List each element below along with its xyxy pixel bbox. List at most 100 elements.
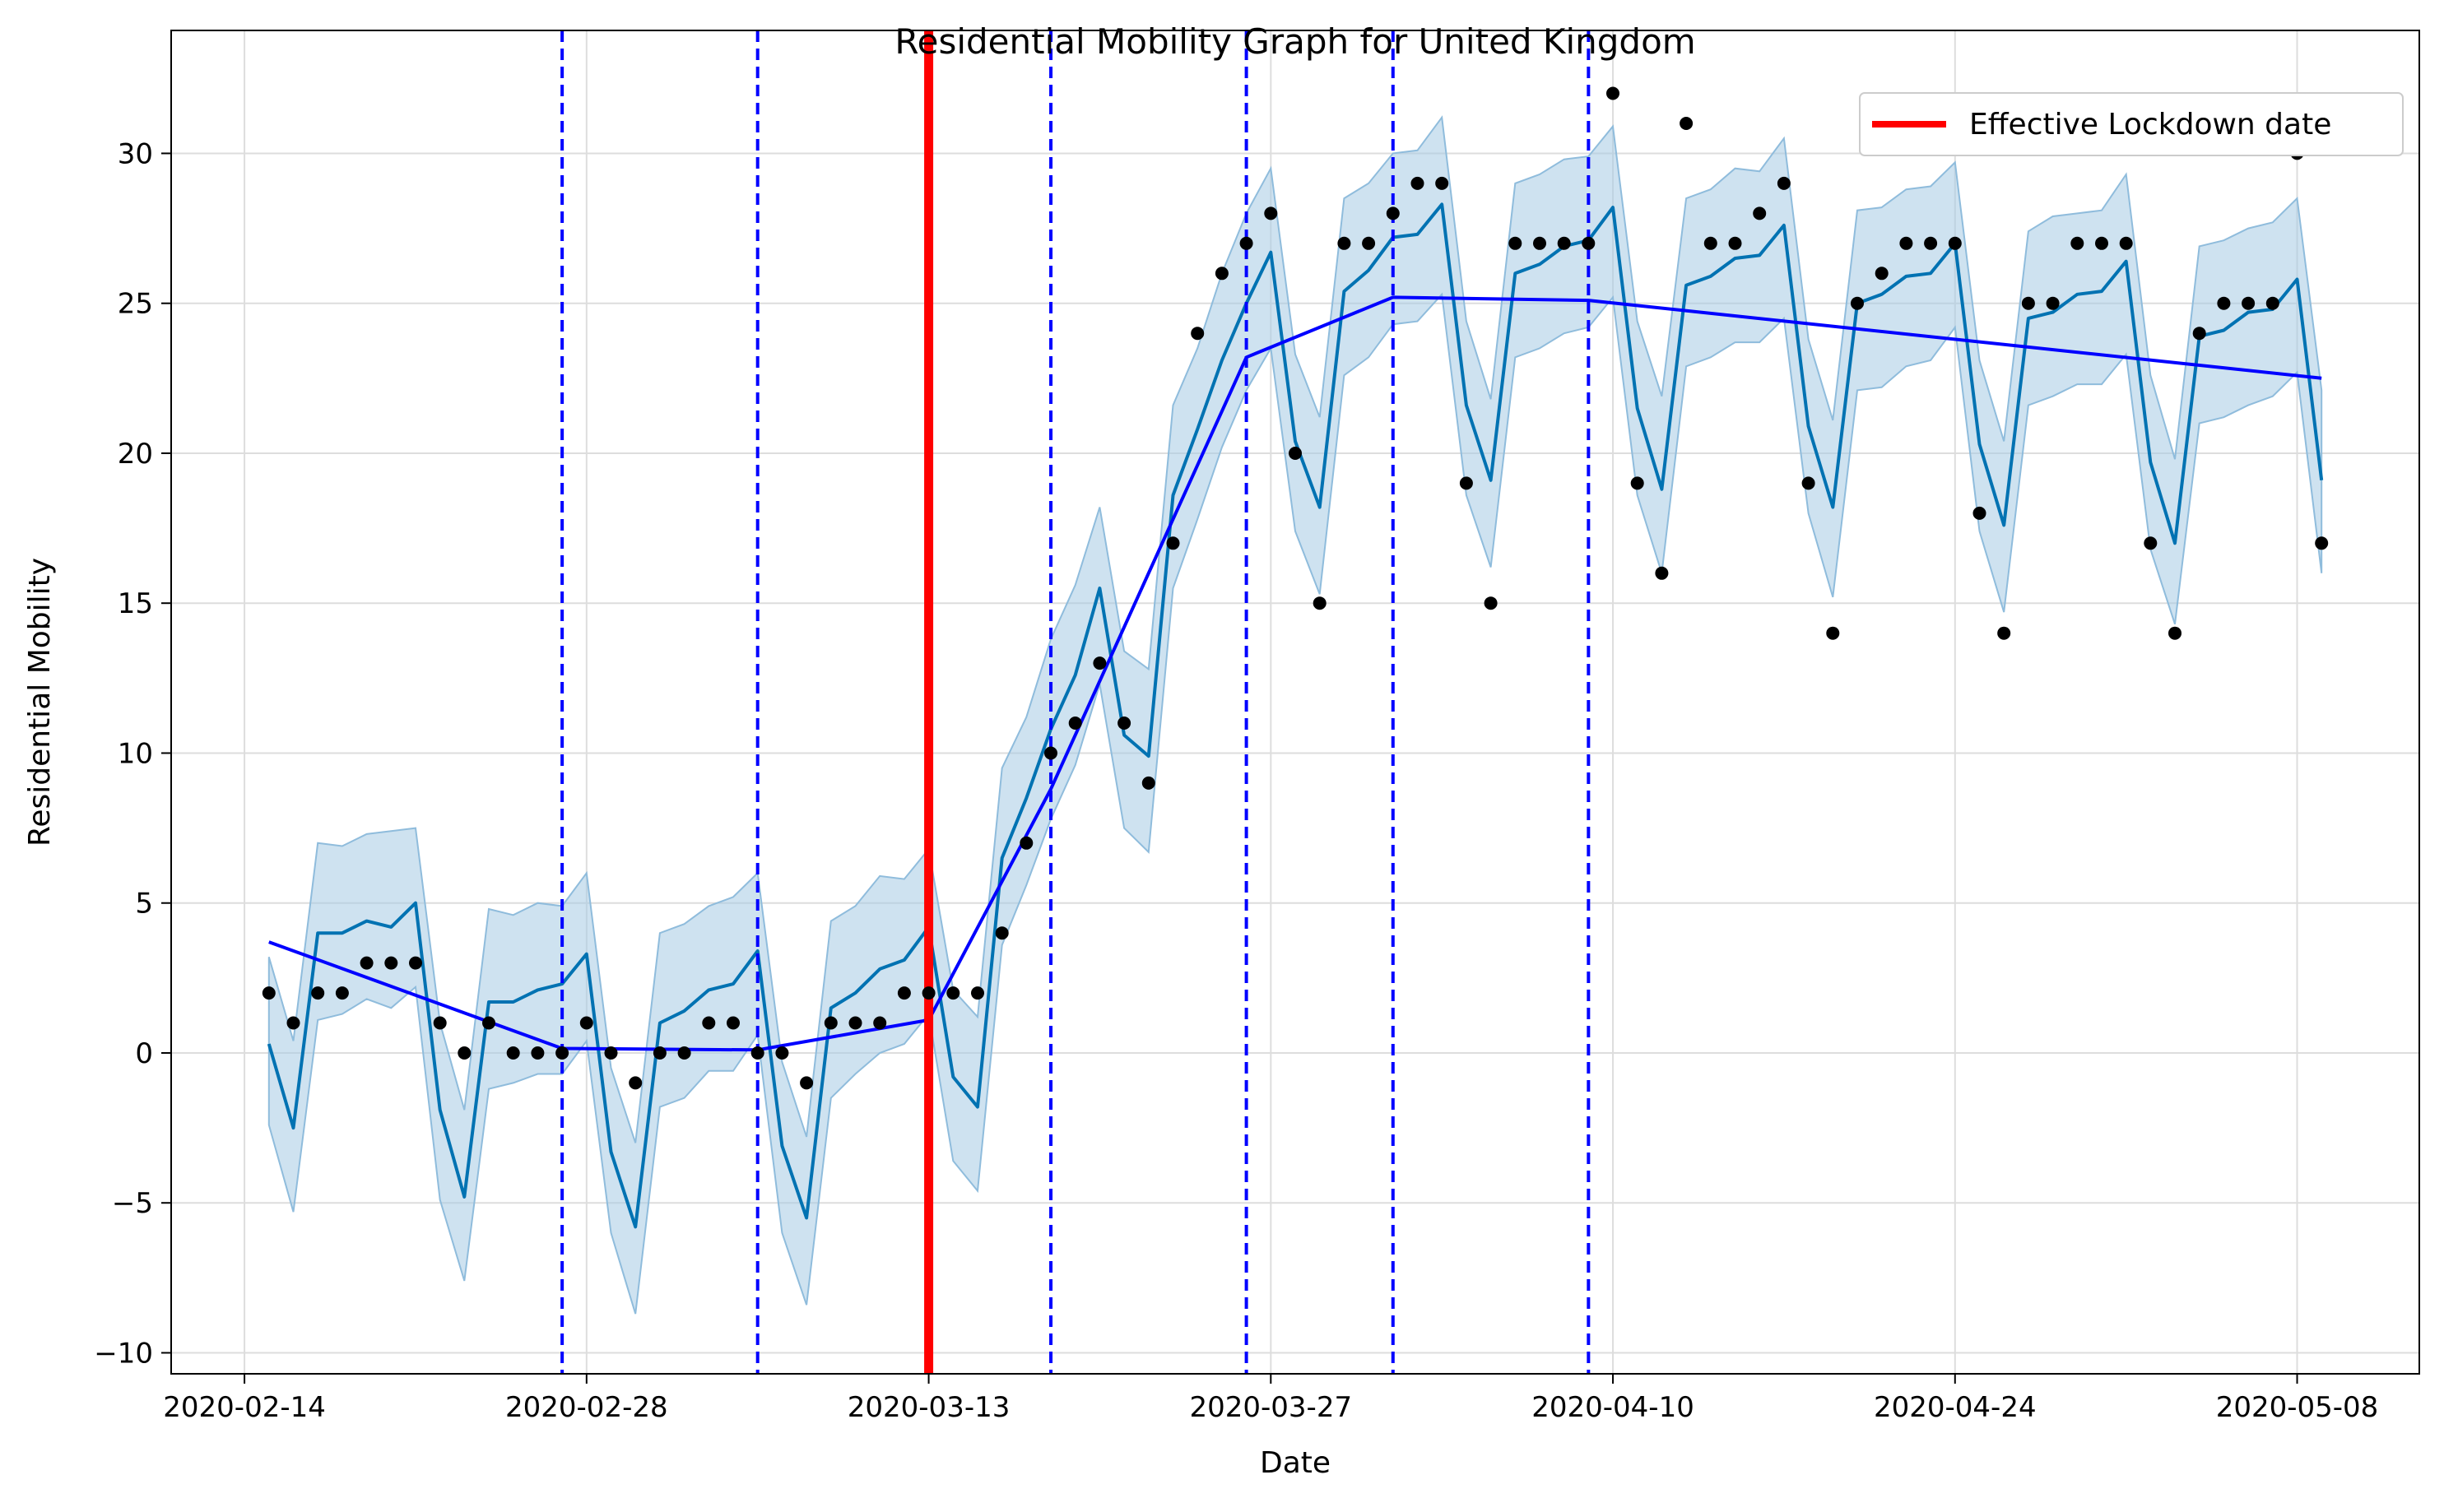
observed-point	[2168, 626, 2181, 640]
observed-point	[1362, 236, 1376, 250]
observed-point	[2315, 536, 2329, 550]
observed-point	[2144, 536, 2158, 550]
observed-point	[1410, 176, 1424, 190]
x-tick-label: 2020-04-10	[1531, 1391, 1694, 1424]
observed-point	[1313, 596, 1327, 610]
observed-point	[506, 1046, 520, 1060]
observed-point	[360, 956, 374, 970]
observed-point	[458, 1046, 472, 1060]
observed-point	[262, 986, 276, 1000]
observed-point	[1851, 296, 1864, 310]
observed-point	[482, 1016, 495, 1030]
observed-point	[824, 1016, 838, 1030]
forecast-line	[267, 202, 2324, 1229]
x-tick-label: 2020-03-27	[1190, 1391, 1353, 1424]
series-lines	[267, 202, 2324, 1229]
observed-point	[1508, 236, 1522, 250]
observed-point	[897, 986, 911, 1000]
changepoint-lines	[560, 30, 1591, 1374]
observed-point	[971, 986, 984, 1000]
observed-point	[727, 1016, 740, 1030]
observed-point	[1703, 236, 1717, 250]
observed-point	[2265, 296, 2279, 310]
observed-point	[531, 1046, 545, 1060]
chart-title: Residential Mobility Graph for United Ki…	[894, 21, 1695, 62]
observed-point	[2192, 327, 2206, 341]
observed-point	[1680, 117, 1694, 130]
observed-point	[1753, 206, 1767, 220]
observed-point	[1655, 566, 1669, 580]
observed-point	[653, 1046, 667, 1060]
observed-point	[1264, 206, 1278, 220]
observed-point	[335, 986, 349, 1000]
legend-label-lockdown: Effective Lockdown date	[1969, 108, 2331, 141]
observed-point	[702, 1016, 716, 1030]
axis-ticks: 2020-02-14 2020-02-28 2020-03-13 2020-03-27…	[94, 137, 2378, 1424]
observed-point	[629, 1076, 643, 1090]
observed-point	[1606, 86, 1619, 100]
observed-point	[1337, 236, 1351, 250]
observed-point	[1435, 176, 1449, 190]
observed-point	[286, 1016, 300, 1030]
observed-point	[1239, 236, 1253, 250]
x-tick-label: 2020-03-13	[848, 1391, 1011, 1424]
observed-points	[262, 86, 2329, 1090]
observed-point	[2095, 236, 2108, 250]
legend: Effective Lockdown date	[1859, 92, 2404, 156]
y-tick-label: −5	[112, 1187, 153, 1220]
observed-point	[2119, 236, 2133, 250]
plot-frame	[170, 30, 2420, 1375]
observed-point	[1875, 267, 1889, 281]
observed-point	[1728, 236, 1742, 250]
observed-point	[579, 1016, 593, 1030]
y-tick-label: 10	[118, 737, 153, 770]
y-tick-label: 30	[118, 137, 153, 170]
y-tick-label: 15	[118, 587, 153, 620]
observed-point	[1117, 717, 1131, 730]
observed-point	[1215, 267, 1229, 281]
x-axis-label: Date	[1260, 1446, 1331, 1480]
observed-point	[2046, 296, 2060, 310]
observed-point	[1924, 236, 1938, 250]
observed-point	[1386, 206, 1400, 220]
x-tick-label: 2020-02-28	[505, 1391, 668, 1424]
observed-point	[1801, 476, 1815, 490]
observed-point	[2217, 296, 2231, 310]
observed-point	[1141, 776, 1155, 790]
observed-point	[775, 1046, 789, 1060]
y-axis-label: Residential Mobility	[23, 558, 57, 846]
observed-point	[2021, 296, 2035, 310]
x-tick-label: 2020-04-24	[1874, 1391, 2037, 1424]
y-tick-label: 20	[118, 438, 153, 471]
observed-point	[409, 956, 422, 970]
trend-line	[268, 295, 2322, 1052]
observed-point	[677, 1046, 691, 1060]
observed-point	[1166, 536, 1180, 550]
observed-point	[922, 986, 936, 1000]
observed-point	[873, 1016, 887, 1030]
observed-point	[1044, 746, 1057, 760]
observed-point	[1948, 236, 1962, 250]
observed-point	[2070, 236, 2084, 250]
y-tick-label: 25	[118, 288, 153, 321]
observed-point	[1020, 836, 1034, 850]
observed-point	[1533, 236, 1546, 250]
observed-point	[1630, 476, 1644, 490]
observed-point	[1557, 236, 1571, 250]
observed-point	[1068, 717, 1082, 730]
y-tick-label: 5	[135, 888, 153, 921]
observed-point	[1899, 236, 1913, 250]
observed-point	[433, 1016, 447, 1030]
observed-point	[1484, 596, 1498, 610]
observed-point	[1191, 327, 1205, 341]
x-tick-label: 2020-05-08	[2216, 1391, 2379, 1424]
observed-point	[1093, 656, 1107, 670]
observed-point	[1459, 476, 1473, 490]
observed-point	[311, 986, 325, 1000]
observed-point	[1582, 236, 1596, 250]
observed-point	[1972, 506, 1986, 520]
x-tick-label: 2020-02-14	[163, 1391, 326, 1424]
observed-point	[1777, 176, 1791, 190]
